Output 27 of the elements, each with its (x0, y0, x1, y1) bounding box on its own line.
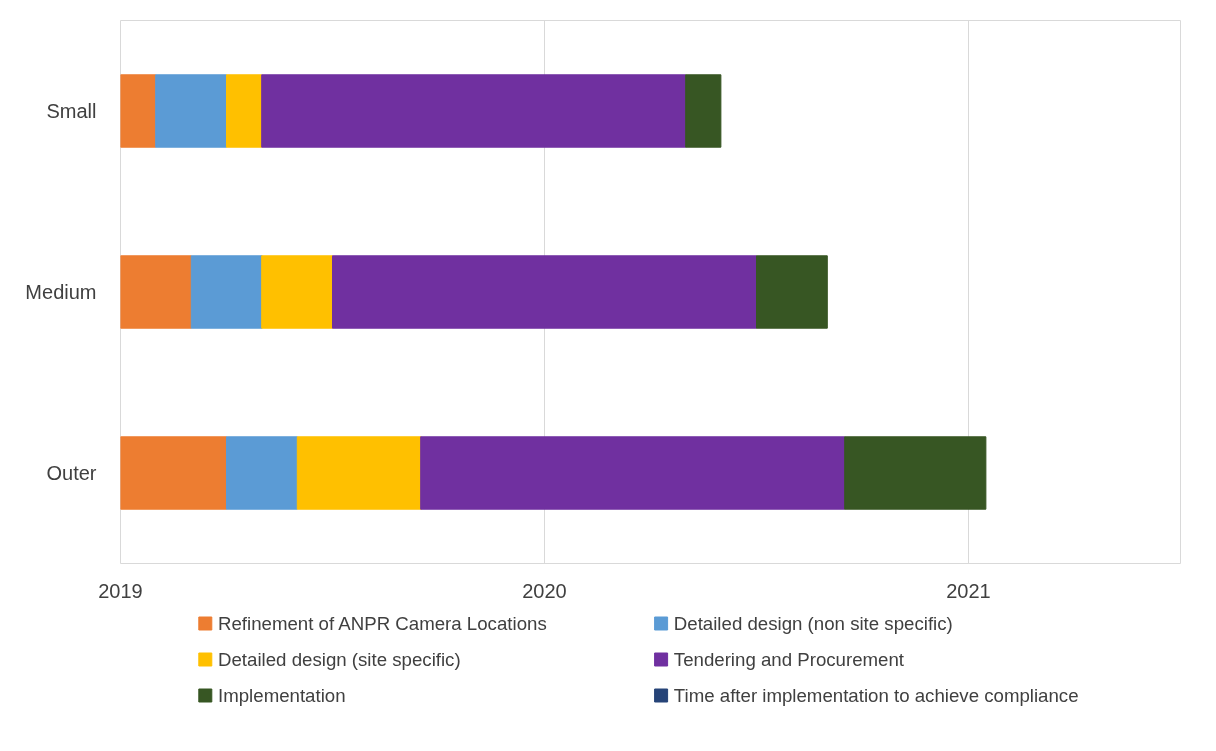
bar (296, 436, 422, 510)
bar (226, 436, 298, 510)
legend-label: Detailed design (site specific) (218, 649, 461, 670)
x-tick-label: 2020 (522, 579, 567, 602)
bar (420, 436, 846, 510)
legend-label: Tendering and Procurement (673, 649, 905, 670)
bar (261, 74, 687, 148)
bar (155, 74, 227, 148)
bar (120, 74, 157, 148)
x-tick-label: 2019 (98, 579, 143, 602)
legend-label: Refinement of ANPR Camera Locations (218, 613, 547, 634)
bar (756, 255, 828, 329)
bar (120, 436, 227, 510)
bar (332, 255, 757, 329)
bar (261, 255, 333, 329)
bar (226, 74, 263, 148)
x-tick-label: 2021 (946, 579, 991, 602)
bar (844, 436, 987, 510)
legend-label: Detailed design (non site specific) (673, 613, 953, 634)
bar (685, 74, 722, 148)
bar (190, 255, 263, 329)
y-tick-label: Outer (46, 462, 97, 484)
bar (120, 255, 192, 329)
y-tick-label: Medium (25, 281, 97, 303)
legend-label: Implementation (218, 685, 346, 706)
y-tick-label: Small (46, 100, 97, 122)
legend-label: Time after implementation to achieve compliance (673, 685, 1079, 706)
